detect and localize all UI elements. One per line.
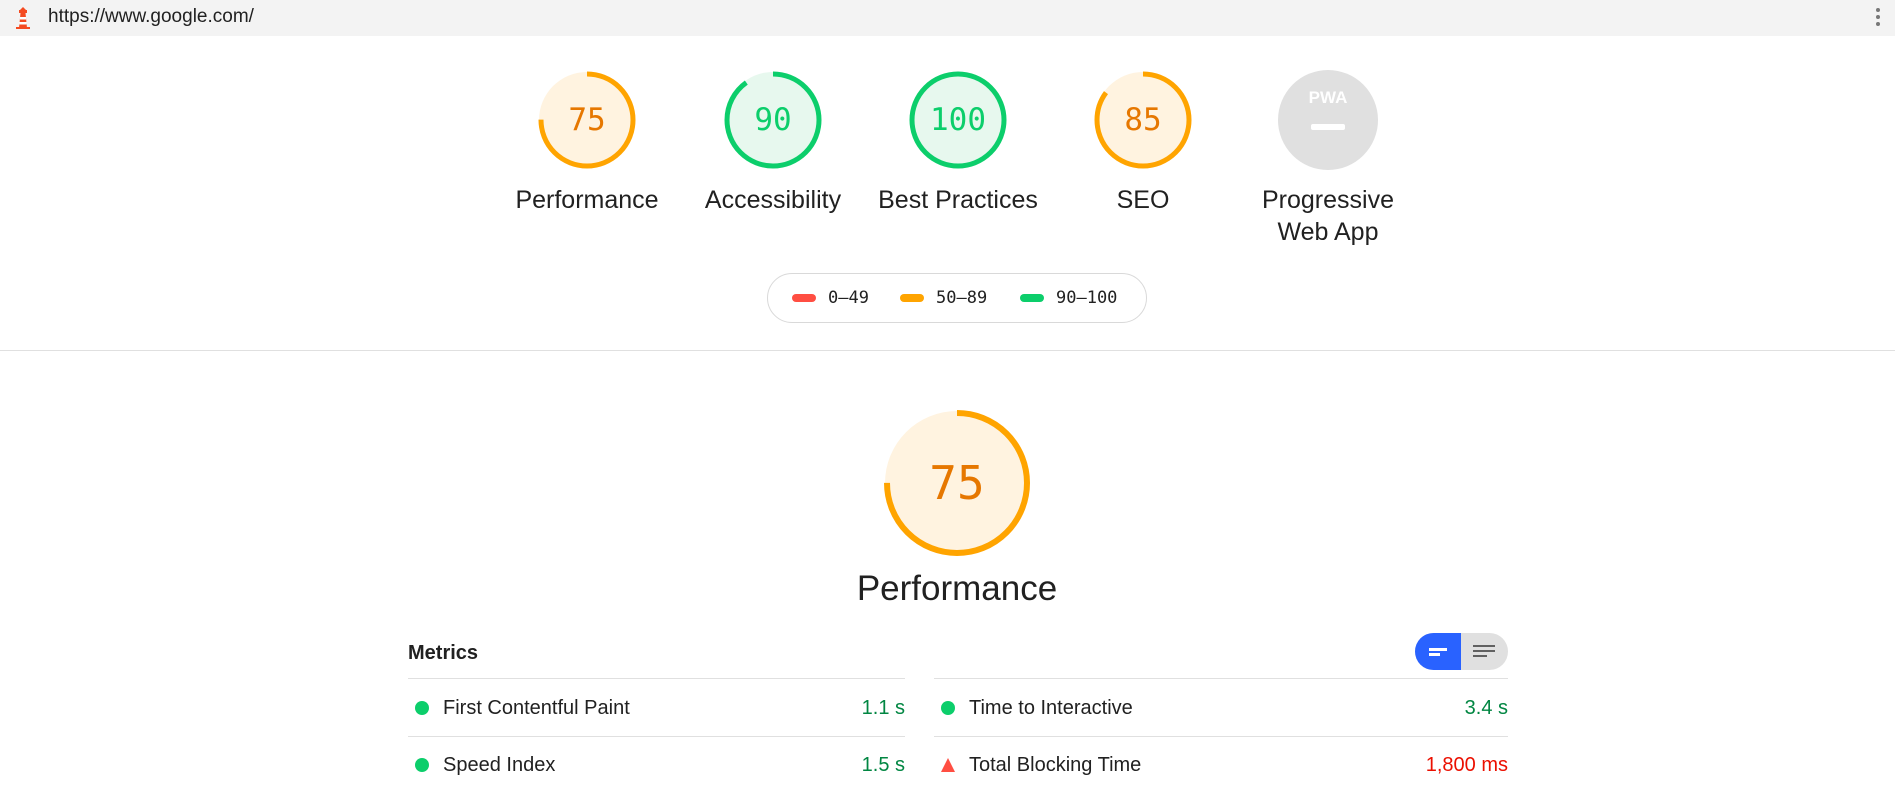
score-legend: 0–49 50–89 90–100 <box>767 273 1147 323</box>
more-options-icon[interactable] <box>1875 8 1881 30</box>
legend-item-average: 50–89 <box>900 288 988 308</box>
performance-gauge <box>884 410 1030 556</box>
legend-pass-pill <box>1020 294 1044 302</box>
metric-value: 1.1 s <box>861 697 905 719</box>
gauge-seo-score: 85 <box>1124 102 1162 138</box>
legend-average-pill <box>900 294 924 302</box>
legend-item-pass: 90–100 <box>1020 288 1118 308</box>
lighthouse-icon <box>12 6 34 30</box>
metric-value: 1,800 ms <box>1425 754 1508 776</box>
gauge-accessibility-score: 90 <box>754 102 792 138</box>
metric-name: Speed Index <box>443 754 556 776</box>
pwa-badge-text: PWA <box>1309 88 1348 107</box>
gauge-performance-ring <box>538 71 636 169</box>
legend-pass-label: 90–100 <box>1056 288 1118 308</box>
report-url[interactable]: https://www.google.com/ <box>48 6 254 27</box>
metric-name: Total Blocking Time <box>969 754 1142 776</box>
metric-value: 1.5 s <box>861 754 905 776</box>
metrics-row-divider-left <box>408 736 905 737</box>
metrics-heading: Metrics <box>408 642 479 664</box>
gauge-accessibility-ring <box>724 71 822 169</box>
fail-indicator-icon <box>941 758 955 772</box>
report-topbar: https://www.google.com/ <box>0 0 1895 36</box>
pass-indicator-icon <box>941 701 955 715</box>
section-divider <box>0 350 1895 351</box>
gauge-seo[interactable]: 85 SEO <box>1063 70 1223 216</box>
gauge-pwa-label-line2: Web App <box>1277 218 1379 246</box>
performance-score: 75 <box>929 456 985 510</box>
gauge-accessibility-label: Accessibility <box>704 186 842 214</box>
metric-speed-index: Speed Index 1.5 s <box>408 736 905 793</box>
toggle-detailed-view[interactable] <box>1461 633 1508 670</box>
metric-time-to-interactive: Time to Interactive 3.4 s <box>934 679 1508 736</box>
metric-first-contentful-paint: First Contentful Paint 1.1 s <box>408 679 905 736</box>
gauge-pwa-label-line1: Progressive <box>1262 186 1394 214</box>
metrics-row-divider-right <box>934 736 1508 737</box>
legend-item-fail: 0–49 <box>792 288 869 308</box>
toggle-summary-view[interactable] <box>1415 633 1461 670</box>
pwa-badge-icon: PWA <box>1278 70 1378 170</box>
metric-name: Time to Interactive <box>969 697 1133 719</box>
pass-indicator-icon <box>415 701 429 715</box>
legend-average-label: 50–89 <box>936 288 988 308</box>
metric-value: 3.4 s <box>1464 697 1508 719</box>
metrics-divider-right <box>934 678 1508 679</box>
gauge-best-practices-ring <box>909 71 1007 169</box>
metric-name: First Contentful Paint <box>443 697 630 719</box>
gauge-best-practices-label: Best Practices <box>878 186 1038 214</box>
gauge-performance-score: 75 <box>568 102 606 138</box>
gauge-seo-label: SEO <box>1116 186 1170 214</box>
metrics-view-toggle[interactable] <box>1415 633 1508 670</box>
gauge-accessibility[interactable]: 90 Accessibility <box>693 70 853 216</box>
gauge-seo-ring <box>1094 71 1192 169</box>
detailed-view-icon <box>1473 645 1495 657</box>
performance-title: Performance <box>856 569 1058 608</box>
gauge-best-practices-score: 100 <box>930 102 986 138</box>
metrics-divider-left <box>408 678 905 679</box>
metric-total-blocking-time: Total Blocking Time 1,800 ms <box>934 736 1508 793</box>
gauge-best-practices[interactable]: 100 Best Practices <box>878 70 1038 216</box>
summary-view-icon <box>1429 648 1447 656</box>
pass-indicator-icon <box>415 758 429 772</box>
legend-fail-pill <box>792 294 816 302</box>
gauge-pwa[interactable]: PWA Progressive Web App <box>1248 70 1408 248</box>
gauge-pwa-label: Progressive Web App <box>1248 184 1408 248</box>
gauge-performance-label: Performance <box>515 186 659 214</box>
legend-fail-label: 0–49 <box>828 288 869 308</box>
gauge-performance[interactable]: 75 Performance <box>507 70 667 216</box>
